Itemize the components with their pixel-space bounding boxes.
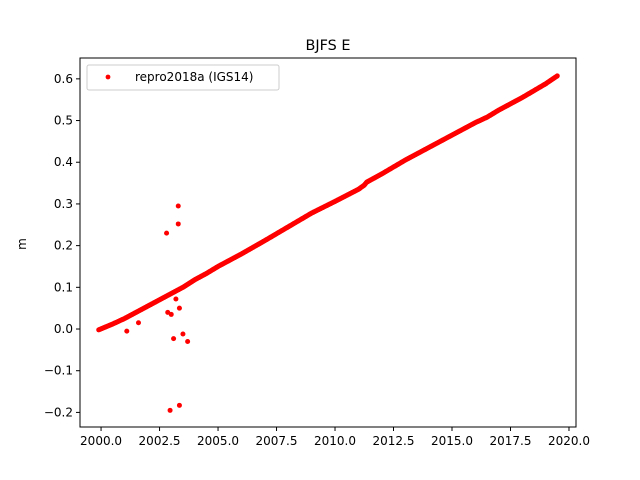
- outlier-point: [176, 305, 182, 311]
- y-axis-label: m: [15, 238, 29, 250]
- outlier-point: [171, 336, 177, 342]
- chart-title: BJFS E: [306, 38, 351, 54]
- data-layer: [96, 73, 560, 413]
- x-tick-label: 2010.0: [314, 434, 356, 448]
- y-tick-label: 0.1: [54, 280, 73, 294]
- outlier-point: [176, 402, 182, 408]
- outlier-point: [167, 407, 173, 413]
- x-tick-label: 2017.5: [489, 434, 531, 448]
- y-tick-label: 0.3: [54, 197, 73, 211]
- y-tick-label: 0.0: [54, 322, 73, 336]
- outlier-point: [168, 311, 174, 317]
- x-tick-label: 2015.0: [431, 434, 473, 448]
- outlier-point: [175, 221, 181, 227]
- x-tick-label: 2012.5: [373, 434, 415, 448]
- y-tick-label: 0.6: [54, 72, 73, 86]
- outlier-point: [164, 230, 170, 236]
- outlier-point: [185, 339, 191, 345]
- y-tick-label: 0.5: [54, 114, 73, 128]
- x-tick-label: 2007.5: [256, 434, 298, 448]
- y-tick-label: −0.1: [44, 364, 73, 378]
- legend: repro2018a (IGS14): [86, 64, 280, 91]
- y-axis: −0.2 −0.1 0.0 0.1 0.2 0.3 0.4 0.5 0.6: [44, 72, 80, 419]
- outlier-point: [175, 203, 181, 209]
- legend-box: [86, 64, 280, 91]
- outlier-point: [124, 328, 130, 334]
- x-axis: 2000.0 2002.5 2005.0 2007.5 2010.0 2012.5 2015…: [80, 427, 590, 448]
- outlier-point: [180, 331, 186, 337]
- x-tick-label: 2002.5: [139, 434, 181, 448]
- data-point: [554, 73, 560, 79]
- y-tick-label: 0.4: [54, 155, 73, 169]
- legend-marker: [105, 74, 111, 80]
- outlier-point: [173, 296, 179, 302]
- legend-label: repro2018a (IGS14): [135, 70, 253, 84]
- x-tick-label: 2000.0: [80, 434, 122, 448]
- x-tick-label: 2005.0: [197, 434, 239, 448]
- plot-area-frame: [79, 57, 577, 428]
- x-tick-label: 2020.0: [548, 434, 590, 448]
- y-tick-label: −0.2: [44, 405, 73, 419]
- outlier-point: [135, 320, 141, 326]
- y-tick-label: 0.2: [54, 239, 73, 253]
